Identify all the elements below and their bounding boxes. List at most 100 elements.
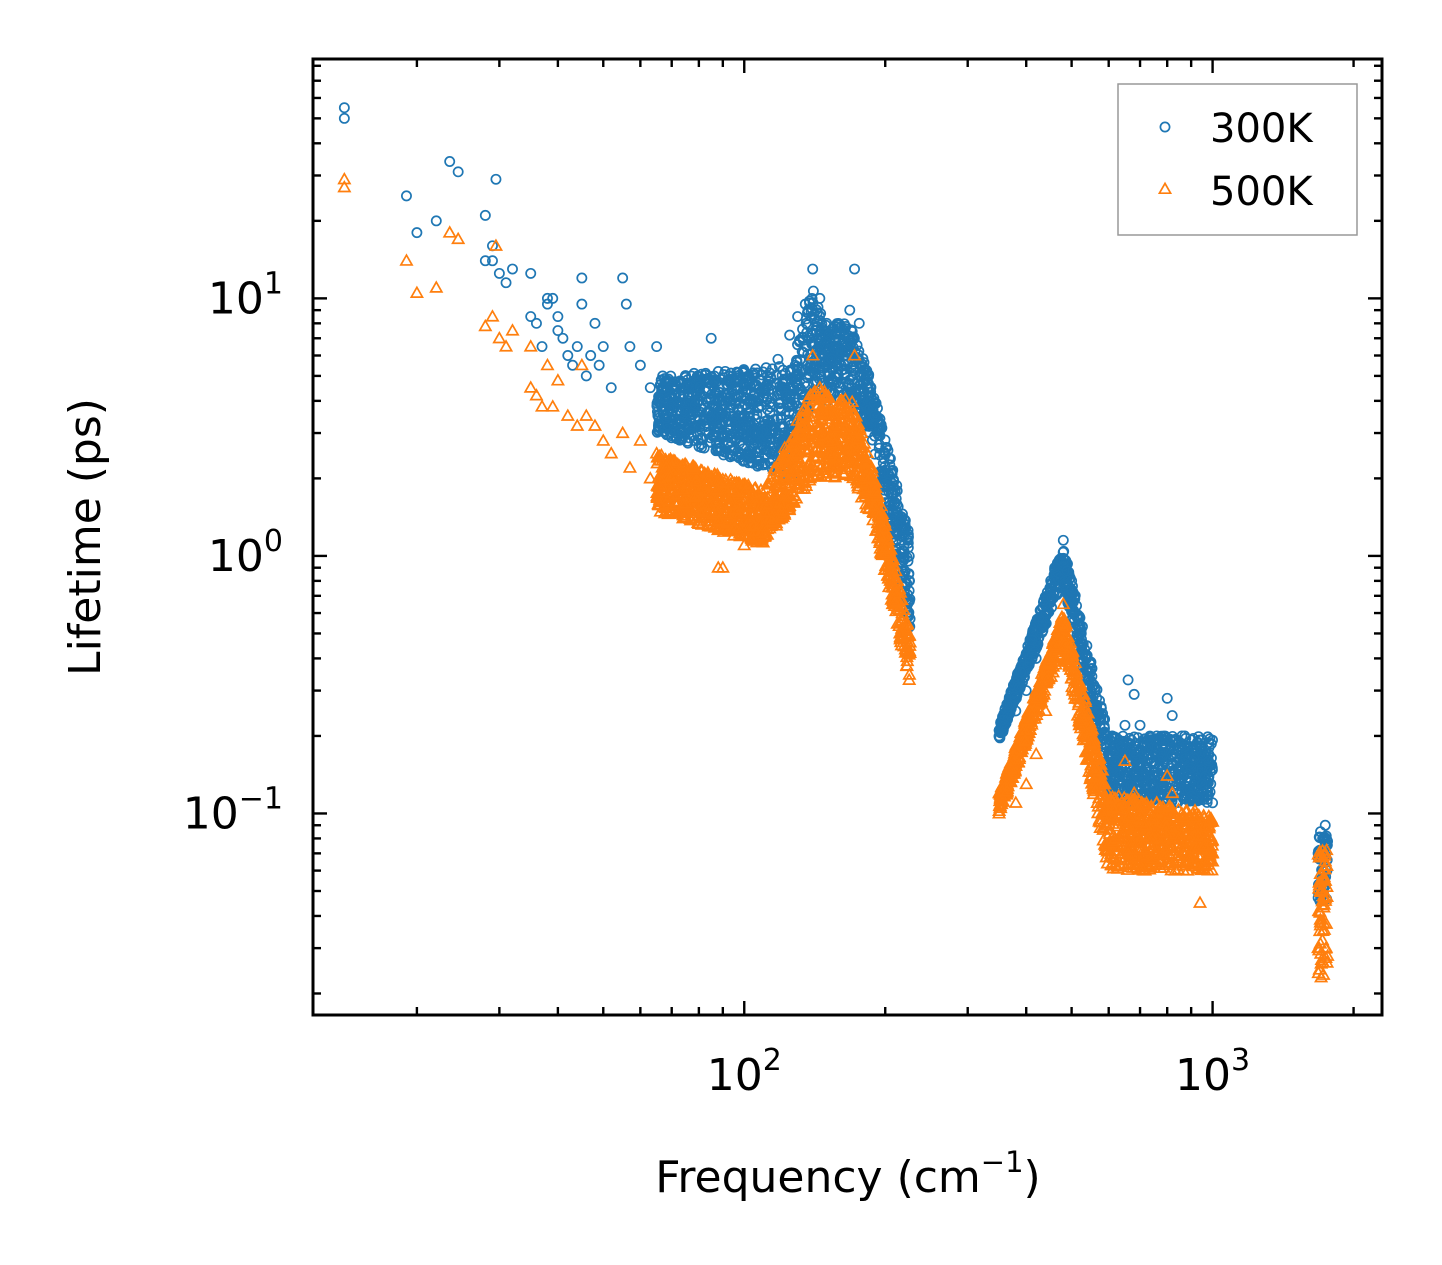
data-point-500K	[666, 455, 681, 469]
data-point-500K	[676, 497, 691, 510]
data-point-300K	[772, 353, 784, 365]
data-point-300K	[1119, 719, 1131, 731]
data-point-300K	[807, 285, 819, 297]
data-point-300K	[662, 419, 674, 431]
data-point-500K	[778, 451, 793, 464]
data-point-500K	[706, 506, 721, 520]
data-point-300K	[848, 333, 860, 344]
data-point-300K	[747, 457, 759, 469]
data-point-300K	[997, 714, 1009, 726]
data-point-500K	[864, 469, 879, 482]
data-point-300K	[1128, 746, 1140, 758]
data-point-500K	[726, 483, 742, 496]
data-point-500K	[859, 483, 874, 496]
data-point-300K	[686, 423, 698, 435]
data-point-500K	[757, 529, 772, 542]
data-point-300K	[795, 388, 807, 400]
data-point-300K	[725, 444, 737, 456]
data-point-300K	[444, 156, 456, 167]
data-point-300K	[711, 438, 722, 450]
data-point-300K	[887, 464, 899, 476]
data-point-500K	[762, 476, 777, 490]
data-point-300K	[872, 402, 883, 414]
data-point-500K	[743, 511, 758, 524]
data-point-300K	[452, 166, 464, 178]
data-point-300K	[1166, 762, 1177, 774]
data-point-300K	[834, 325, 846, 336]
data-point-300K	[745, 396, 757, 408]
data-point-500K	[689, 511, 704, 524]
data-point-300K	[728, 410, 740, 422]
data-point-300K	[708, 423, 720, 435]
data-point-300K	[1149, 747, 1161, 758]
data-point-300K	[814, 292, 826, 304]
data-point-300K	[727, 393, 739, 405]
data-point-300K	[835, 345, 846, 357]
data-point-500K	[696, 497, 712, 510]
data-point-500K	[652, 492, 667, 505]
data-point-500K	[796, 434, 811, 448]
data-point-300K	[617, 272, 629, 284]
data-point-300K	[536, 341, 548, 353]
data-point-300K	[1035, 622, 1047, 634]
data-point-500K	[855, 446, 870, 459]
data-point-300K	[1046, 579, 1057, 590]
data-point-300K	[679, 406, 691, 418]
data-point-500K	[846, 408, 861, 421]
data-point-300K	[897, 545, 908, 557]
data-point-300K	[1030, 652, 1042, 664]
data-point-300K	[430, 215, 442, 227]
data-point-500K	[737, 484, 752, 498]
data-point-300K	[858, 370, 870, 382]
series-500K	[337, 171, 1335, 983]
data-point-300K	[673, 426, 685, 438]
data-point-300K	[743, 412, 755, 424]
data-point-300K	[1151, 741, 1163, 753]
data-point-300K	[1039, 591, 1051, 603]
data-point-300K	[826, 353, 838, 365]
data-point-300K	[1019, 666, 1031, 678]
data-point-300K	[1026, 634, 1038, 646]
data-point-300K	[634, 359, 646, 371]
data-point-300K	[547, 292, 559, 304]
data-point-300K	[682, 389, 694, 401]
data-point-500K	[761, 498, 776, 511]
data-point-300K	[1046, 592, 1058, 604]
data-point-500K	[831, 442, 846, 455]
data-point-500K	[812, 443, 827, 457]
data-point-300K	[1183, 795, 1195, 807]
data-point-300K	[1083, 672, 1095, 684]
data-point-300K	[1069, 614, 1080, 626]
data-point-300K	[798, 347, 810, 359]
data-point-500K	[711, 513, 726, 526]
data-point-300K	[750, 380, 762, 392]
data-point-300K	[850, 388, 862, 400]
data-point-300K	[1039, 599, 1051, 611]
data-point-300K	[675, 416, 687, 428]
data-point-300K	[1136, 771, 1148, 783]
data-point-300K	[779, 376, 791, 388]
data-point-300K	[1013, 681, 1025, 693]
data-point-300K	[756, 426, 767, 438]
data-point-300K	[1140, 742, 1152, 754]
data-point-300K	[500, 277, 512, 289]
data-point-300K	[1157, 783, 1169, 795]
data-point-300K	[1205, 752, 1217, 764]
data-point-300K	[552, 311, 564, 322]
data-point-300K	[775, 412, 787, 424]
data-point-300K	[531, 317, 542, 329]
data-point-300K	[1161, 692, 1173, 704]
data-point-300K	[791, 355, 803, 367]
data-point-300K	[1092, 706, 1104, 718]
data-point-500K	[767, 489, 782, 502]
data-point-300K	[849, 346, 861, 358]
data-point-500K	[680, 476, 695, 490]
data-point-300K	[889, 484, 901, 496]
data-point-300K	[1171, 763, 1183, 774]
data-point-300K	[868, 392, 880, 404]
data-point-500K	[856, 439, 871, 453]
data-point-300K	[1207, 797, 1219, 809]
data-point-500K	[663, 469, 678, 482]
data-point-300K	[567, 359, 579, 371]
data-point-300K	[721, 375, 733, 386]
